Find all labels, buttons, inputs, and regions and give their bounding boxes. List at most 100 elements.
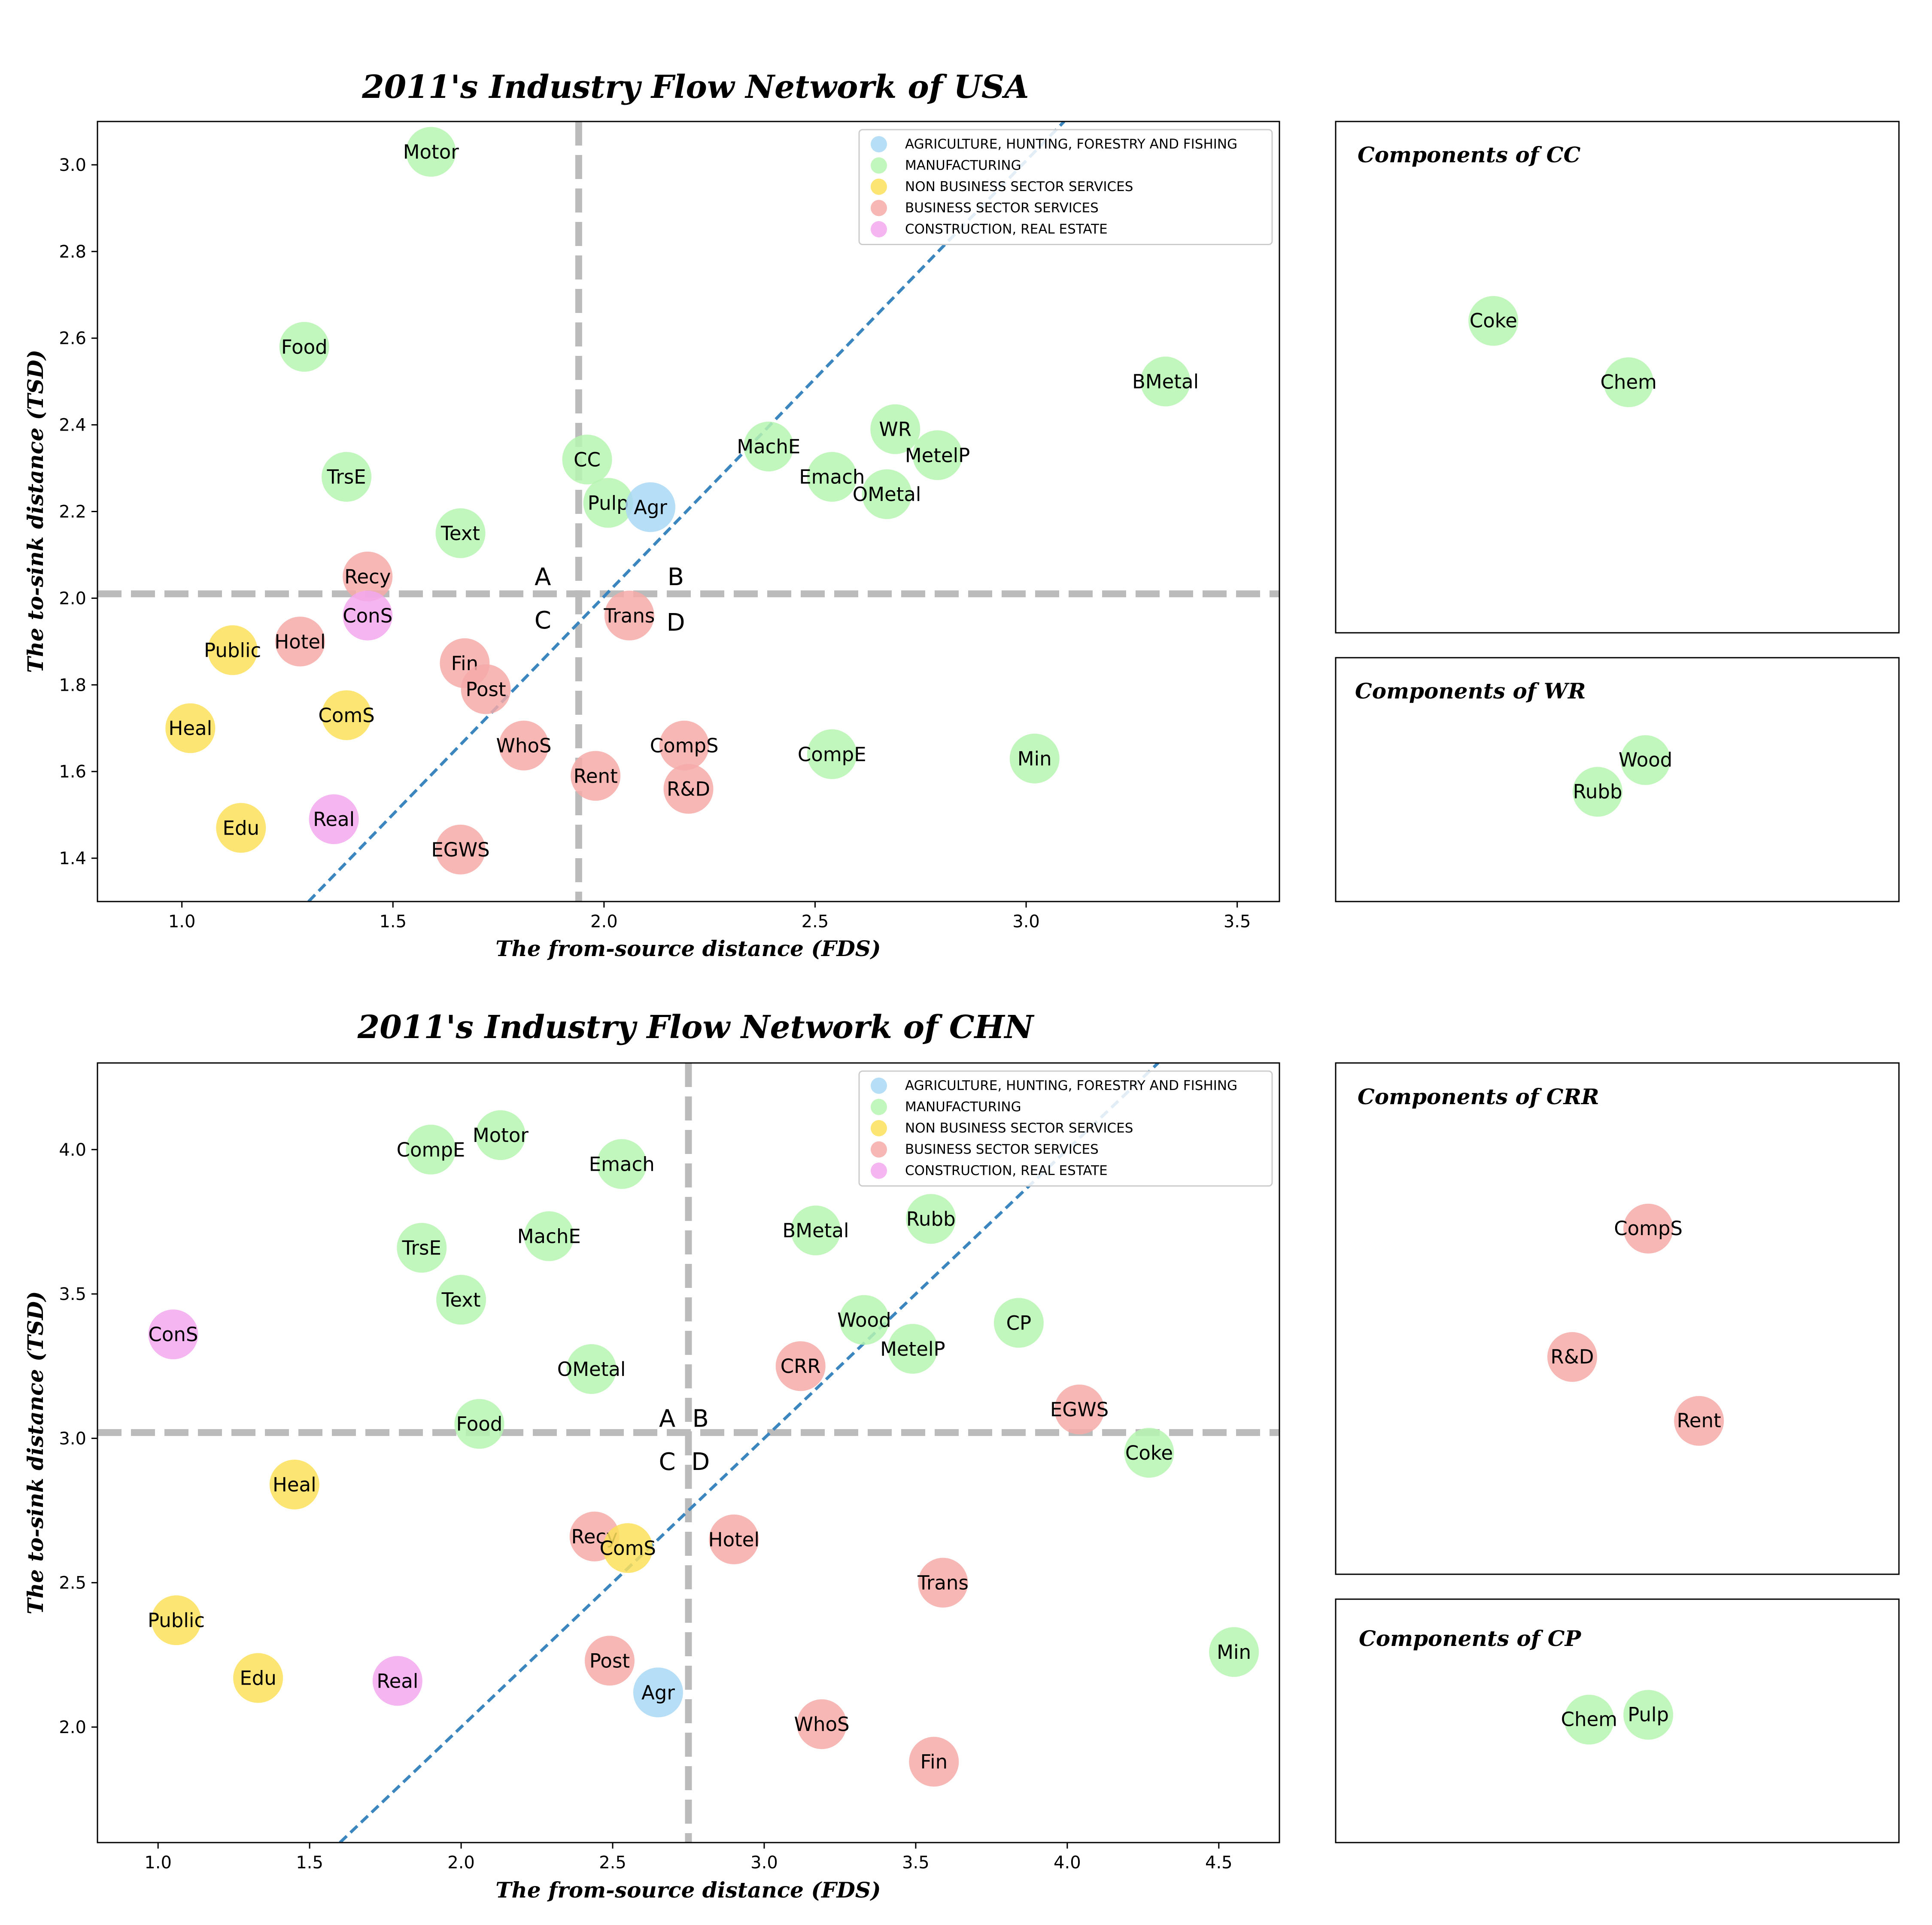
usa-x-tick-label: 2.5 (802, 912, 829, 932)
chn-point-label-food: Food (456, 1413, 502, 1436)
chn-legend-item-business: BUSINESS SECTOR SERVICES (871, 1141, 1099, 1158)
chn-point-marker-min (1209, 1627, 1259, 1677)
chn-point-label-public: Public (148, 1609, 205, 1632)
inset-title-crr: Components of CRR (1358, 1084, 1599, 1109)
chn-legend-marker-agriculture (871, 1078, 887, 1094)
chn-point-marker-real (372, 1656, 422, 1706)
chn-point-marker-trse (397, 1223, 447, 1273)
usa-point-label-coms: ComS (318, 704, 374, 727)
chn-point-label-trse: TrsE (402, 1236, 441, 1259)
chn-point-marker-heal (269, 1459, 319, 1509)
usa-point-marker-post (461, 664, 511, 714)
chn-point-marker-compe (406, 1124, 456, 1175)
chn-diagonal-line (339, 1063, 1160, 1843)
chn-point-label-whos: WhoS (794, 1713, 850, 1736)
chn-legend-item-nonbusiness: NON BUSINESS SECTOR SERVICES (871, 1120, 1133, 1136)
chn-legend-marker-construction (871, 1163, 887, 1179)
chn-point-label-mache: MachE (517, 1225, 581, 1248)
usa-point-marker-hotel (275, 616, 325, 667)
chn-point-coms: ComS (600, 1523, 656, 1573)
usa-point-marker-emach (807, 452, 857, 502)
chn-point-label-rubb: Rubb (906, 1208, 956, 1230)
chn-legend-marker-business (871, 1141, 887, 1158)
chn-point-marker-rubb (906, 1194, 956, 1244)
inset-components-of-wr: Components of WR Wood Rubb (1335, 657, 1900, 902)
usa-point-label-real: Real (313, 808, 355, 831)
chn-point-rubb: Rubb (906, 1194, 956, 1244)
usa-point-marker-real (309, 794, 359, 844)
usa-legend-label-agriculture: AGRICULTURE, HUNTING, FORESTRY AND FISHI… (905, 137, 1237, 152)
inset-point-randd: R&D (1547, 1332, 1598, 1382)
usa-point-label-agr: Agr (634, 496, 667, 519)
usa-x-tick-label: 2.0 (590, 912, 618, 932)
usa-point-marker-edu (216, 803, 266, 853)
chn-point-min: Min (1209, 1627, 1259, 1677)
inset-point-marker-chem (1564, 1694, 1614, 1745)
usa-point-hotel: Hotel (274, 616, 326, 667)
inset-point-comps: CompS (1614, 1203, 1683, 1254)
inset-point-label-pulp: Pulp (1628, 1703, 1669, 1726)
chn-point-whos: WhoS (794, 1699, 850, 1749)
usa-quadrant-label-a: A (535, 563, 551, 591)
chn-point-wood: Wood (837, 1295, 891, 1345)
usa-point-marker-agr (626, 482, 676, 532)
usa-point-mache: MachE (737, 422, 800, 472)
chn-x-tick-label: 3.0 (750, 1853, 778, 1873)
chn-point-edu: Edu (233, 1653, 283, 1703)
usa-point-cons: ConS (343, 590, 392, 641)
usa-legend-marker-agriculture (871, 136, 887, 152)
chn-point-heal: Heal (269, 1459, 319, 1509)
usa-point-label-egws: EGWS (431, 838, 489, 861)
usa-point-label-public: Public (204, 639, 261, 662)
usa-point-label-randd: R&D (667, 778, 710, 801)
inset-title-cc: Components of CC (1358, 142, 1581, 167)
chn-point-emach: Emach (589, 1139, 655, 1189)
chn-x-tick-label: 2.5 (599, 1853, 626, 1873)
usa-point-marker-bmetal (1140, 356, 1191, 407)
usa-point-marker-text (435, 508, 486, 558)
chn-point-marker-trans (918, 1558, 968, 1608)
chn-point-label-egws: EGWS (1050, 1398, 1109, 1421)
chn-quadrant-label-a: A (659, 1405, 675, 1433)
chn-point-marker-emach (597, 1139, 647, 1189)
usa-point-recy: Recy (343, 551, 393, 601)
usa-point-randd: R&D (663, 764, 714, 814)
chn-x-tick-label: 4.0 (1054, 1853, 1081, 1873)
usa-point-marker-whos (499, 720, 549, 771)
chn-legend-label-construction: CONSTRUCTION, REAL ESTATE (905, 1163, 1108, 1178)
usa-x-tick-label: 1.0 (168, 912, 196, 932)
inset-point-label-chem: Chem (1561, 1708, 1617, 1731)
inset-point-marker-rubb (1573, 767, 1623, 817)
inset-point-marker-pulp (1623, 1690, 1674, 1740)
usa-point-whos: WhoS (496, 720, 552, 771)
usa-point-label-ometal: OMetal (853, 483, 921, 506)
chn-point-label-cons: ConS (148, 1323, 198, 1346)
chn-legend-item-manufacturing: MANUFACTURING (871, 1099, 1021, 1115)
usa-point-label-trans: Trans (603, 604, 655, 627)
chn-point-marker-coke (1124, 1428, 1174, 1478)
usa-point-public: Public (204, 625, 261, 675)
chn-quadrant-label-d: D (691, 1448, 710, 1476)
usa-point-marker-egws (435, 824, 486, 874)
chn-point-marker-crr (775, 1341, 826, 1391)
inset-point-marker-chem (1604, 357, 1654, 407)
usa-point-comps: CompS (650, 720, 719, 771)
inset-point-marker-rent (1674, 1396, 1724, 1446)
chn-y-tick-label: 3.0 (59, 1429, 86, 1448)
chn-y-tick-label: 4.0 (59, 1140, 86, 1160)
chn-point-coke: Coke (1124, 1428, 1174, 1478)
chn-point-crr: CRR (775, 1341, 826, 1391)
usa-chart-title: 2011's Industry Flow Network of USA (361, 69, 1029, 106)
usa-point-label-mache: MachE (737, 435, 800, 458)
chn-point-trans: Trans (917, 1558, 969, 1608)
chn-x-tick-label: 3.5 (902, 1853, 930, 1873)
chn-point-compe: CompE (397, 1124, 465, 1175)
usa-point-marker-public (207, 625, 258, 675)
usa-point-label-edu: Edu (223, 817, 260, 839)
usa-point-label-comps: CompS (650, 735, 719, 757)
usa-point-marker-min (1009, 733, 1060, 783)
inset-point-marker-coke (1468, 296, 1519, 346)
usa-point-marker-coms (322, 690, 372, 740)
usa-point-marker-motor (406, 127, 456, 177)
